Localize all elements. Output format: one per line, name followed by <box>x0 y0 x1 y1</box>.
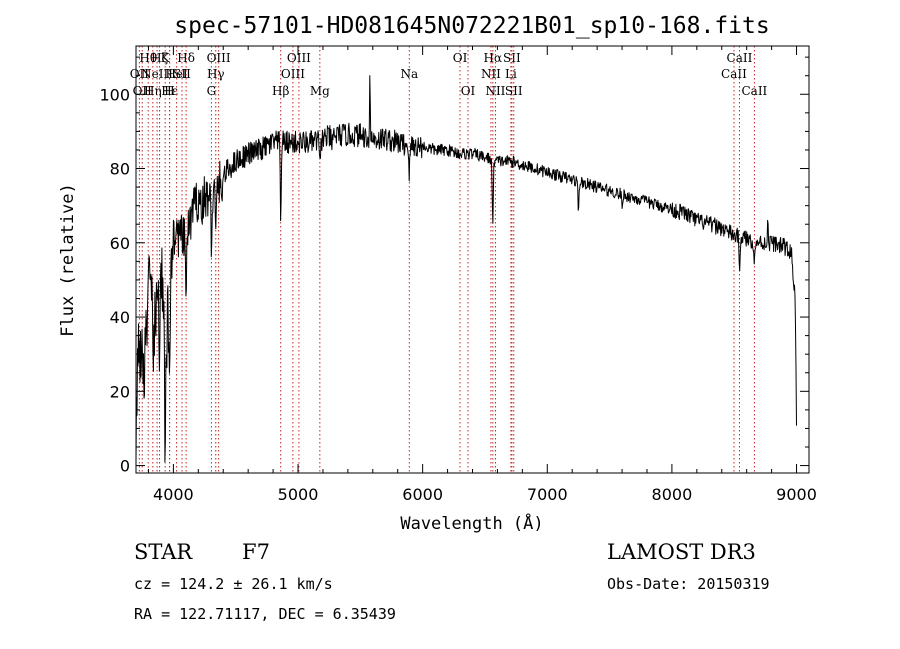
line-marker-label: SII <box>173 67 191 81</box>
line-marker-label: NII <box>481 67 501 81</box>
axis-ticks: 4000 5000 6000 7000 8000 9000 0 20 40 60 80 100 <box>99 46 817 504</box>
line-marker-label: OI <box>453 51 468 65</box>
y-tick-label: 80 <box>110 160 130 179</box>
redshift-readout: cz = 124.2 ± 26.1 km/s <box>134 575 333 593</box>
line-marker-label: OIII <box>287 51 311 65</box>
line-marker-label: K <box>161 51 171 65</box>
line-marker-label: OII <box>130 67 150 81</box>
y-tick-label: 0 <box>120 457 130 476</box>
line-marker-label: SII <box>505 84 523 98</box>
line-marker-label: Hγ <box>207 67 225 81</box>
line-marker-label: Hε <box>161 84 178 98</box>
flux-line <box>135 75 797 463</box>
line-marker-label: Li <box>505 67 517 81</box>
x-axis-label: Wavelength (Å) <box>400 512 543 534</box>
line-marker-label: Hδ <box>177 51 195 65</box>
line-marker-label: NII <box>485 84 505 98</box>
x-tick-label: 6000 <box>402 485 443 504</box>
y-axis-label: Flux (relative) <box>58 183 78 337</box>
x-tick-label: 4000 <box>153 485 194 504</box>
line-marker-label: CaII <box>721 67 747 81</box>
line-marker-label: Hα <box>484 51 503 65</box>
line-marker-label: CaII <box>741 84 767 98</box>
object-type: STAR <box>134 540 193 564</box>
line-marker-label: Na <box>400 67 418 81</box>
line-markers: OIIOIIHθHηNeIIIHζKHHεHeISIIHδGHγOIIIHβOI… <box>130 46 768 473</box>
line-marker-label: SII <box>503 51 521 65</box>
x-tick-label: 7000 <box>527 485 568 504</box>
line-marker-label: Hη <box>144 84 162 98</box>
flux-series <box>135 75 797 463</box>
coordinates: RA = 122.71117, DEC = 6.35439 <box>134 605 396 623</box>
x-tick-label: 5000 <box>278 485 319 504</box>
line-marker-label: Mg <box>310 84 330 98</box>
line-marker-label: Hζ <box>151 51 168 65</box>
line-marker-label: G <box>207 84 217 98</box>
plot-frame <box>135 45 810 474</box>
y-tick-label: 40 <box>110 308 130 327</box>
obs-date: Obs-Date: 20150319 <box>607 575 770 593</box>
y-tick-label: 20 <box>110 382 130 401</box>
chart-title: spec-57101-HD081645N072221B01_sp10-168.f… <box>174 13 769 39</box>
line-marker-label: OIII <box>207 51 231 65</box>
subclass: F7 <box>242 540 270 564</box>
survey-name: LAMOST DR3 <box>607 540 756 564</box>
x-tick-label: 9000 <box>776 485 817 504</box>
line-marker-label: Hβ <box>272 84 289 98</box>
x-tick-label: 8000 <box>652 485 693 504</box>
line-marker-label: CaII <box>727 51 753 65</box>
y-tick-label: 60 <box>110 234 130 253</box>
line-marker-label: OIII <box>281 67 305 81</box>
line-marker-label: OI <box>461 84 476 98</box>
y-tick-label: 100 <box>99 85 130 104</box>
